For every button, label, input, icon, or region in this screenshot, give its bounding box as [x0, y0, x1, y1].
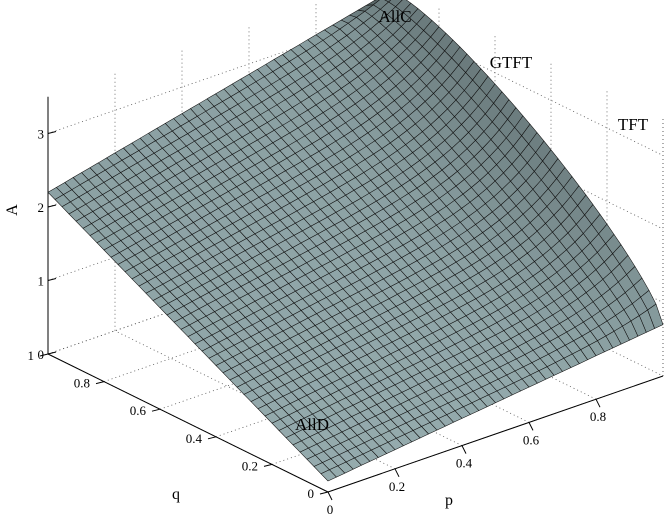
x-tick-mark — [394, 468, 400, 478]
x-tick-label: 0.2 — [389, 479, 405, 494]
x-axis-line — [327, 375, 664, 493]
x-tick-label: 0.6 — [523, 432, 540, 447]
x-tick-label: 0 — [327, 502, 334, 514]
z-tick-label: 3 — [38, 127, 45, 142]
annotation-layer: AllC GTFT TFT AllD — [295, 7, 649, 434]
y-tick-mark — [263, 463, 273, 467]
x-tick-label: 0.8 — [590, 409, 606, 424]
z-tick-mark — [47, 204, 57, 208]
y-tick-label: 0 — [308, 486, 315, 501]
y-tick-mark — [39, 353, 49, 357]
y-tick-label: 0.8 — [74, 376, 90, 391]
y-axis-line — [47, 353, 329, 493]
y-tick-mark — [95, 381, 105, 385]
y-tick-mark — [151, 408, 161, 412]
x-tick-mark — [327, 491, 333, 501]
surface-layer — [47, 0, 664, 482]
x-tick-mark — [461, 445, 467, 454]
z-tick-mark — [47, 131, 57, 134]
z-tick-mark — [47, 278, 57, 281]
axis-layer — [39, 96, 664, 501]
surface-patch — [320, 469, 337, 482]
y-tick-label: 0.2 — [242, 458, 258, 473]
z-axis-label: A — [4, 204, 21, 216]
z-tick-label: 2 — [38, 200, 45, 215]
annotation-label: AllD — [295, 415, 329, 434]
z-tick-label: 0 — [38, 347, 45, 362]
x-axis-label: p — [445, 492, 453, 509]
y-tick-label: 0.6 — [130, 403, 147, 418]
x-tick-label: 0.4 — [456, 456, 473, 471]
x-tick-mark — [595, 398, 601, 408]
y-tick-mark — [207, 436, 217, 440]
annotation-label: TFT — [618, 115, 649, 134]
y-tick-mark — [319, 491, 329, 495]
annotation-label: AllC — [378, 7, 411, 26]
z-tick-mark — [47, 351, 57, 355]
y-axis-label: q — [172, 486, 180, 503]
y-tick-label: 0.4 — [186, 431, 203, 446]
annotation-label: GTFT — [490, 53, 533, 72]
x-tick-mark — [528, 422, 534, 431]
z-tick-label: 1 — [38, 274, 45, 289]
y-tick-label: 1 — [28, 348, 35, 363]
